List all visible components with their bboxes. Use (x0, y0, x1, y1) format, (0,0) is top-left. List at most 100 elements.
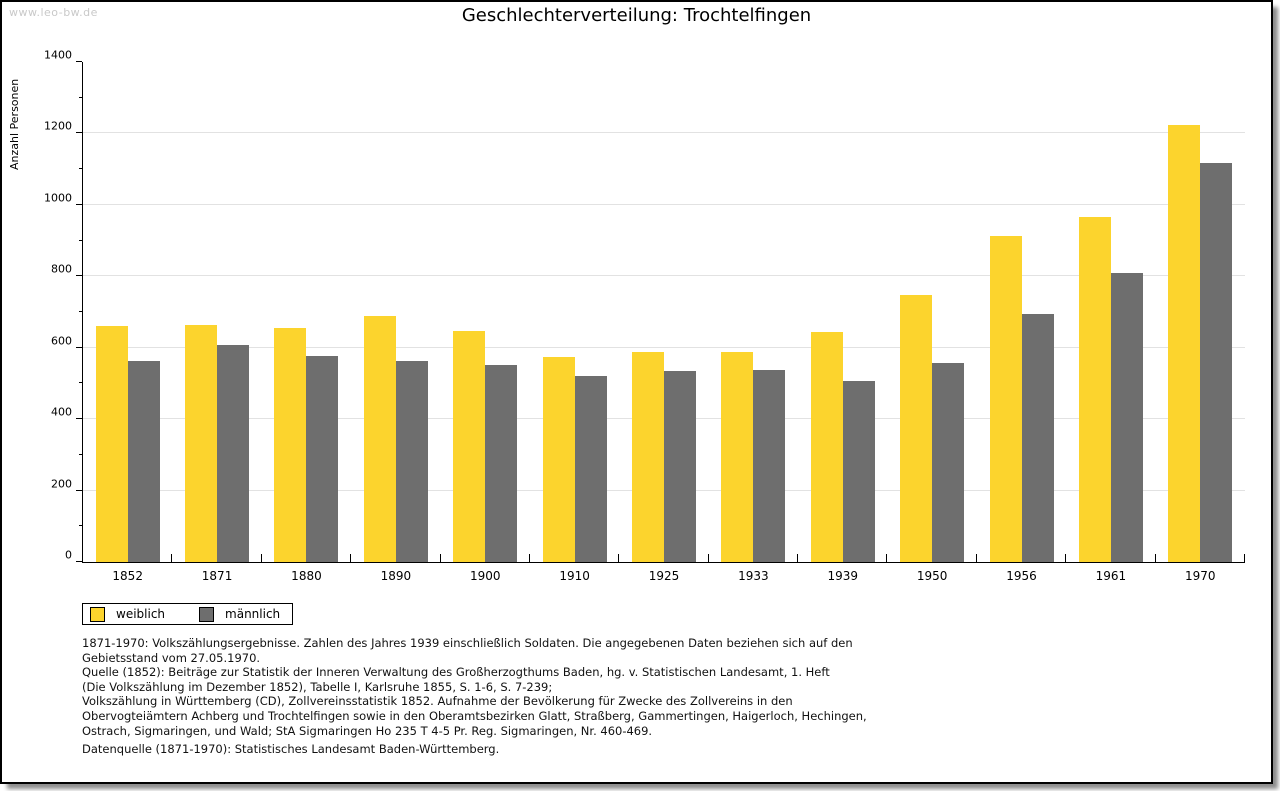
bar-männlich-1956 (1021, 314, 1054, 562)
bar-männlich-1890 (395, 361, 428, 562)
x-axis-group-tick-4 (439, 554, 441, 562)
y-axis-tick-label-400: 400 (51, 405, 72, 419)
bar-weiblich-1933 (721, 352, 754, 562)
y-axis-major-tick-1400 (76, 61, 82, 62)
y-axis-minor-tick-900 (79, 239, 82, 241)
bar-männlich-1933 (753, 370, 786, 562)
x-axis-category-label-1933: 1933 (738, 569, 769, 583)
x-axis-group-tick-11 (1065, 554, 1067, 562)
bar-weiblich-1961 (1078, 217, 1111, 562)
legend-swatch-weiblich (90, 606, 105, 622)
x-axis-category-label-1900: 1900 (469, 569, 501, 583)
bar-weiblich-1871 (185, 324, 218, 562)
source-footnotes: 1871-1970: Volkszählungsergebnisse. Zahl… (82, 636, 867, 738)
y-axis-label: Anzahl Personen (8, 78, 21, 170)
bar-männlich-1961 (1110, 272, 1143, 562)
y-axis-minor-tick-1100 (79, 168, 82, 170)
y-axis-tick-label-1200: 1200 (44, 119, 72, 133)
bar-weiblich-1925 (632, 352, 664, 562)
bar-weiblich-1880 (274, 328, 307, 562)
bar-weiblich-1910 (542, 357, 575, 562)
bar-männlich-1871 (217, 345, 250, 562)
bar-weiblich-1970 (1168, 124, 1201, 562)
footnote-line: 1871-1970: Volkszählungsergebnisse. Zahl… (82, 636, 853, 650)
bar-weiblich-1900 (453, 330, 486, 562)
x-axis-group-tick-3 (350, 554, 352, 562)
bar-männlich-1950 (932, 363, 965, 562)
y-axis-tick-label-0: 0 (65, 548, 72, 562)
x-axis-group-tick-9 (886, 554, 888, 562)
y-axis-major-tick-0 (76, 561, 82, 562)
y-axis-minor-tick-1300 (79, 96, 82, 98)
x-axis-category-label-1970: 1970 (1185, 569, 1216, 583)
x-axis-group-tick-2 (260, 554, 262, 562)
y-axis-minor-tick-100 (79, 525, 82, 527)
x-axis-category-label-1950: 1950 (916, 569, 948, 583)
y-axis-tick-label-200: 200 (51, 477, 72, 491)
y-axis-tick-label-1000: 1000 (44, 191, 72, 205)
x-axis-category-label-1880: 1880 (291, 569, 322, 583)
x-axis-group-tick-13 (1244, 554, 1245, 562)
legend-label-maennlich: männlich (225, 607, 281, 621)
y-axis-major-tick-200 (76, 489, 82, 491)
y-axis-tick-label-600: 600 (51, 334, 72, 348)
datasource-line: Datenquelle (1871-1970): Statistisches L… (82, 742, 500, 756)
x-axis-group-tick-7 (707, 554, 709, 562)
legend-box: weiblich männlich (82, 603, 294, 625)
legend-swatch-maennlich (199, 606, 215, 622)
x-axis-group-tick-8 (797, 554, 799, 562)
x-axis-category-label-1925: 1925 (648, 569, 680, 583)
gridline-1000 (83, 203, 1245, 205)
footnote-line: Gebietsstand vom 27.05.1970. (82, 650, 261, 665)
y-axis-minor-tick-300 (79, 453, 82, 455)
bar-männlich-1939 (842, 380, 875, 562)
bar-weiblich-1956 (989, 236, 1022, 562)
watermark-leo-bw: www.leo-bw.de (9, 6, 98, 19)
y-axis-major-tick-1200 (76, 132, 82, 134)
y-axis-major-tick-800 (76, 275, 82, 277)
bar-männlich-1970 (1200, 163, 1233, 562)
footnote-line: Quelle (1852): Beiträge zur Statistik de… (82, 665, 830, 680)
bar-männlich-1880 (306, 355, 339, 562)
chart-title: Geschlechterverteilung: Trochtelfingen (461, 5, 812, 26)
x-axis-category-label-1890: 1890 (380, 569, 412, 583)
x-axis-category-label-1910: 1910 (559, 569, 590, 583)
bar-chart-plot-area: 0 200 400 600 800 1000 1200 1400 1852 1871 1880 189… (44, 49, 1245, 583)
y-axis-tick-label-1400: 1400 (44, 48, 72, 62)
bar-männlich-1925 (664, 371, 696, 562)
bar-weiblich-1950 (900, 295, 933, 562)
x-axis-group-tick-10 (975, 554, 977, 562)
bar-weiblich-1939 (810, 332, 843, 562)
legend-item-weiblich: weiblich (90, 606, 166, 622)
footnote-line: Ostrach, Sigmaringen, und Wald; StA Sigm… (82, 723, 653, 738)
gridline-800 (83, 275, 1245, 277)
legend-label-weiblich: weiblich (116, 607, 166, 621)
y-axis-major-tick-1000 (76, 203, 82, 205)
y-axis-minor-tick-500 (79, 382, 82, 384)
footnote-line: (Die Volkszählung im Dezember 1852), Tab… (82, 679, 553, 694)
bar-männlich-1910 (574, 375, 607, 562)
legend-item-maennlich: männlich (199, 606, 281, 622)
x-axis-category-label-1961: 1961 (1095, 569, 1127, 583)
y-axis-major-tick-400 (76, 418, 82, 420)
x-axis-group-tick-6 (618, 554, 620, 562)
x-axis-category-label-1871: 1871 (201, 569, 233, 583)
x-axis-group-tick-1 (171, 554, 173, 562)
x-axis-group-tick-5 (528, 554, 530, 562)
footnote-line: Volkszählung in Württemberg (CD), Zollve… (82, 694, 793, 709)
y-axis-major-tick-600 (76, 346, 82, 348)
bar-männlich-1852 (127, 361, 160, 562)
x-axis-category-label-1852: 1852 (112, 569, 143, 583)
y-axis-minor-tick-700 (79, 311, 82, 312)
bar-männlich-1900 (485, 364, 518, 562)
gridline-600 (83, 346, 1245, 348)
x-axis-category-label-1939: 1939 (827, 569, 859, 583)
y-axis-tick-label-800: 800 (51, 262, 72, 276)
bar-weiblich-1890 (363, 316, 396, 562)
x-axis-group-tick-12 (1154, 554, 1156, 562)
footnote-line: Obervogteiämtern Achberg und Trochtelfin… (82, 708, 867, 723)
bar-weiblich-1852 (95, 326, 128, 562)
gridline-1200 (83, 132, 1245, 134)
x-axis-category-label-1956: 1956 (1006, 569, 1037, 583)
